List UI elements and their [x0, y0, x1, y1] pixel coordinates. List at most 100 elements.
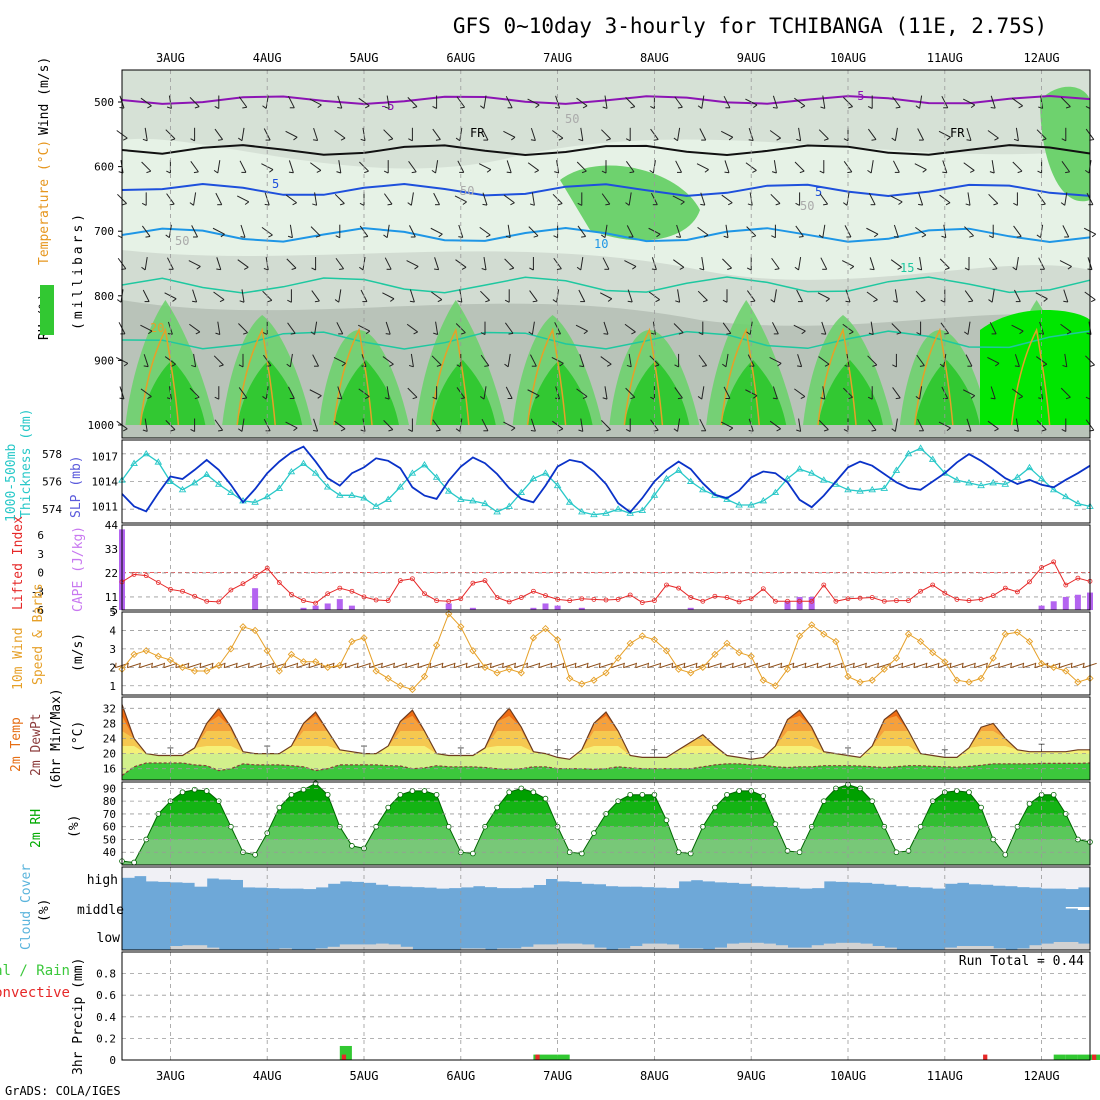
lifted-index-marker — [603, 597, 609, 603]
wind-speed-marker — [1037, 660, 1046, 668]
wind-barb-feather — [623, 662, 625, 668]
wind-barb-feather — [937, 662, 940, 668]
cloud-high-clear — [593, 867, 607, 885]
wind-barb-feather — [598, 662, 601, 668]
wind-barb — [987, 130, 999, 139]
wind-barb — [193, 192, 197, 206]
wind-barb-feather — [843, 202, 848, 206]
cloud-high-clear — [545, 867, 559, 879]
wind-barb-feather — [895, 106, 901, 109]
wind-speed-marker — [372, 667, 380, 675]
lifted-index-marker — [809, 598, 815, 604]
wind-barb-feather — [945, 202, 951, 206]
wind-barb-feather — [677, 397, 683, 400]
wind-barb-feather — [656, 233, 661, 238]
wind-barb — [192, 289, 198, 303]
contour-label: 5 — [272, 177, 279, 191]
wind-barb-feather — [148, 330, 153, 335]
wind-barb-feather — [147, 396, 152, 400]
rh2m-marker — [373, 823, 379, 830]
tick-label: 20 — [103, 748, 116, 761]
wind-barb-feather — [191, 364, 196, 368]
wind10m-panel: 5 4 3 2 1 10m Wind Speed & Barbs (m/s) — [11, 583, 1097, 696]
wind-barb-feather — [509, 267, 514, 270]
cloud-low-clear — [1053, 942, 1067, 950]
wind-speed-marker — [178, 663, 187, 671]
cloud-high-clear — [751, 867, 764, 887]
thickness-marker — [444, 487, 453, 494]
thickness-marker — [457, 495, 465, 502]
tick-label: 32 — [103, 702, 116, 715]
wind-barb-feather — [235, 662, 238, 668]
wind-barb — [798, 257, 802, 270]
wind-barb-feather — [269, 169, 274, 173]
wind-barb-feather — [477, 662, 480, 668]
wind-barb-feather — [388, 429, 393, 432]
cloud-high-clear — [642, 867, 655, 888]
wind-barb — [139, 662, 154, 669]
lifted-index-marker — [894, 598, 899, 604]
wind-barb — [384, 257, 392, 270]
thickness-marker — [928, 455, 937, 462]
wind-barb — [528, 226, 539, 237]
wind-speed-marker — [239, 623, 247, 631]
tick-label: 3 — [37, 548, 44, 561]
wind-barb — [141, 225, 151, 237]
wind-barb-feather — [364, 170, 369, 174]
wind-barb — [677, 289, 681, 303]
cloud-high-clear — [1017, 867, 1030, 888]
wind-barb-feather — [412, 106, 418, 109]
wind-barb — [624, 323, 636, 333]
wind-barb-feather — [408, 138, 413, 142]
wind-barb-feather — [1091, 233, 1097, 238]
wind-barb-feather — [407, 202, 412, 206]
wind-barb — [990, 95, 996, 109]
wind-barb-feather — [262, 105, 267, 109]
wind-barb — [990, 386, 996, 400]
lifted-index-marker — [216, 599, 222, 605]
lifted-index-marker — [301, 598, 306, 604]
wind-barb-feather — [723, 235, 729, 239]
wind-barb — [526, 662, 541, 669]
wind-barb-feather — [919, 365, 925, 367]
wind-barb-feather — [505, 235, 511, 239]
cloud-high-clear — [339, 867, 353, 882]
wind-barb — [626, 225, 634, 238]
wind-barb-feather — [504, 363, 509, 368]
wind-barb — [601, 420, 611, 430]
wind-barb-feather — [820, 106, 825, 109]
cloud-high-clear — [376, 867, 389, 885]
wind-barb-feather — [925, 662, 928, 668]
wind-barb — [773, 289, 777, 303]
wind-barb-feather — [697, 105, 703, 109]
cloud-low-clear — [339, 944, 353, 950]
wind-speed-marker — [965, 678, 973, 686]
lifted-index-marker — [252, 573, 258, 579]
rh2m-marker — [179, 789, 186, 796]
wind-barb-feather — [441, 662, 444, 668]
wind-barb-feather — [679, 266, 685, 270]
thickness-marker — [820, 476, 828, 483]
wind-speed-marker — [771, 682, 780, 690]
cloud-low-clear — [739, 942, 752, 950]
rh2m-marker — [820, 798, 827, 804]
wind-barb-feather — [461, 266, 467, 270]
wind-barb-feather — [195, 331, 201, 335]
cloud-low-clear — [376, 943, 389, 950]
rh2m-marker — [639, 791, 646, 798]
wind-barb-feather — [916, 332, 921, 336]
wind-barb — [531, 321, 535, 335]
wind-barb-feather — [603, 333, 609, 335]
wind-barb — [1060, 323, 1072, 333]
day-label-top: 9AUG — [737, 51, 766, 65]
wind-barb — [894, 418, 898, 432]
wind-barb — [272, 662, 287, 669]
cloud-high-clear — [872, 867, 885, 884]
wind-barb — [504, 322, 514, 334]
wind-barb-feather — [435, 139, 441, 141]
temperature-contour-warm — [623, 327, 664, 426]
wind-barb — [950, 662, 964, 669]
thickness-marker — [553, 481, 562, 489]
wind-barb — [720, 130, 734, 138]
wind-barb — [890, 259, 902, 268]
